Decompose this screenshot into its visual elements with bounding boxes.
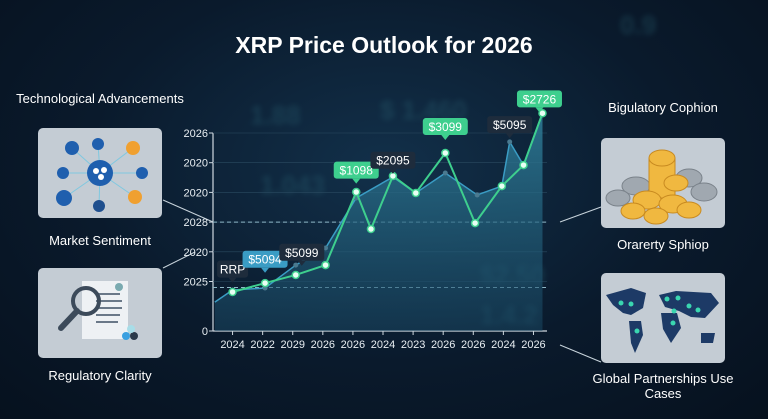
annotation-pointer <box>352 178 361 184</box>
blue-point <box>507 139 513 145</box>
y-tick-label: 2028 <box>184 217 208 229</box>
x-tick-label: 2026 <box>431 339 455 351</box>
connector-line <box>559 344 602 363</box>
label-market-sentiment: Market Sentiment <box>49 233 151 248</box>
green-point <box>351 187 361 197</box>
panel-coins <box>601 138 725 228</box>
y-tick-label: 2020 <box>184 187 208 199</box>
x-tick-label: 2024 <box>491 339 515 351</box>
y-tick-label: 0 <box>202 326 208 338</box>
label-orarerty: Orarerty Sphiop <box>617 237 709 252</box>
bg-decor: 1.88 <box>250 100 301 130</box>
green-point <box>228 287 237 297</box>
panel-tech <box>38 128 162 218</box>
magnifier-document-icon <box>58 281 138 340</box>
blue-point <box>442 170 448 176</box>
x-tick-label: 2026 <box>341 339 365 351</box>
y-tick-label: 2025 <box>184 277 208 289</box>
annotation-badge <box>279 243 325 261</box>
green-point <box>321 260 330 270</box>
label-regulatory-clarity: Regulatory Clarity <box>48 368 152 383</box>
annotation-pointer <box>388 168 397 174</box>
x-tick-label: 2024 <box>220 339 244 351</box>
green-point <box>441 148 450 158</box>
annotation-badge <box>217 260 249 278</box>
connector-line <box>162 251 196 269</box>
annotation-badge <box>516 90 562 108</box>
x-tick-label: 2026 <box>521 339 545 351</box>
annotation-label: $3099 <box>429 120 463 134</box>
x-tick-label: 2023 <box>401 339 425 351</box>
annotation-badge <box>422 118 468 136</box>
green-point <box>260 278 270 288</box>
green-point <box>519 160 528 170</box>
label-global-partnerships: Global Partnerships Use Cases <box>592 371 734 401</box>
green-point <box>411 188 421 198</box>
label-tech: Technological Advancements <box>16 91 184 106</box>
annotation-badge <box>333 161 379 179</box>
annotation-label: $2095 <box>376 154 410 168</box>
green-point <box>470 218 480 228</box>
panel-regulatory <box>38 268 162 358</box>
annotation-pointer <box>441 135 450 141</box>
annotation-pointer <box>535 107 544 113</box>
annotation-pointer <box>228 277 237 283</box>
y-tick-label: 2020 <box>184 247 208 259</box>
x-tick-label: 2029 <box>280 339 304 351</box>
annotation-pointer <box>297 260 306 266</box>
panel-map <box>601 273 725 363</box>
annotation-badge <box>242 250 288 268</box>
bg-decor: 0.9 <box>620 10 657 40</box>
green-point <box>538 108 547 118</box>
x-tick-label: 2026 <box>461 339 485 351</box>
annotation-pointer <box>261 267 270 273</box>
green-point <box>366 224 376 234</box>
x-tick-label: 2024 <box>371 339 395 351</box>
y-tick-label: 2026 <box>184 128 208 140</box>
x-tick-label: 2026 <box>311 339 335 351</box>
annotation-label: RRP <box>220 263 245 277</box>
green-point <box>497 181 507 191</box>
coin-stack-icon <box>605 149 718 225</box>
annotation-label: $5099 <box>285 246 319 260</box>
x-tick-label: 2022 <box>250 339 274 351</box>
annotation-label: $2726 <box>523 92 557 106</box>
y-tick-label: 2020 <box>184 158 208 170</box>
annotation-label: $1098 <box>340 164 374 178</box>
connector-line <box>162 199 214 223</box>
annotation-badge <box>370 151 416 169</box>
blue-point <box>323 245 329 251</box>
annotation-badge <box>487 116 533 134</box>
crypto-network-icon <box>56 138 148 212</box>
annotation-label: $5094 <box>248 253 282 267</box>
annotation-pointer <box>505 133 514 139</box>
green-point <box>291 270 300 280</box>
annotation-label: $5095 <box>493 118 527 132</box>
bg-decor: 1.043 <box>260 170 326 200</box>
world-map-icon <box>606 288 719 353</box>
label-bigulatory: Bigulatory Cophion <box>608 100 718 115</box>
blue-point <box>474 192 480 198</box>
connector-line <box>559 206 602 223</box>
page-title: XRP Price Outlook for 2026 <box>235 32 533 58</box>
blue-point <box>293 262 299 268</box>
